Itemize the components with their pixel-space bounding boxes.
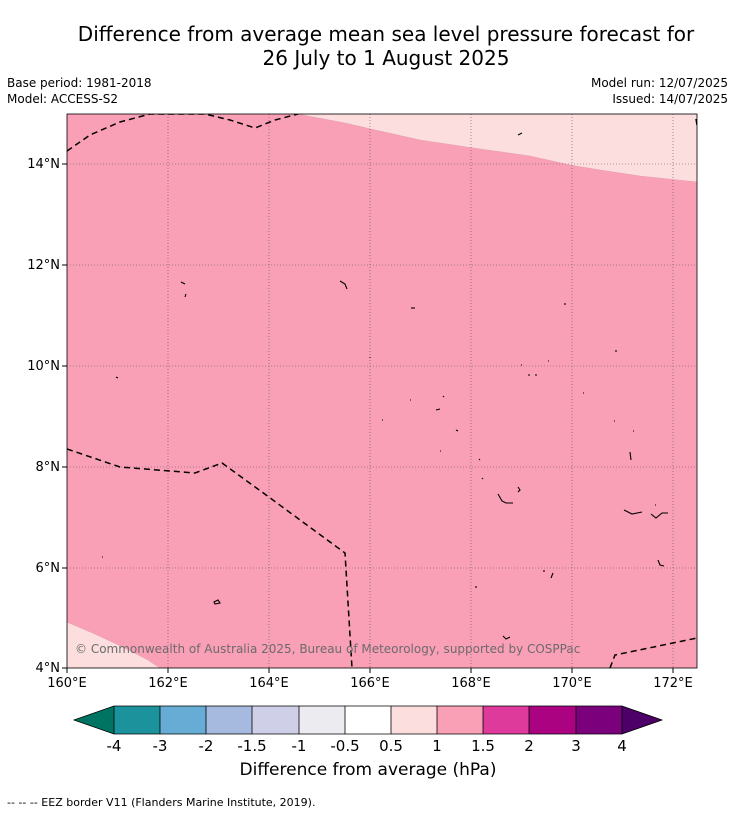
lon-label-168e: 168°E [451, 676, 491, 691]
colorbar-bin-9 [483, 706, 529, 734]
copyright-text: © Commonwealth of Australia 2025, Bureau… [75, 642, 580, 656]
colorbar-extend-low [74, 706, 114, 734]
colorbar-title: Difference from average (hPa) [239, 760, 497, 780]
lon-label-162e: 162°E [148, 676, 188, 691]
colorbar: -4 -3 -2 -1.5 -1 -0.5 0.5 1 1.5 2 3 4 [72, 705, 664, 755]
eez-border-west [67, 448, 353, 668]
lat-label-12n: 12°N [27, 258, 60, 273]
colorbar-bin-10 [529, 706, 576, 734]
cb-tick-minus3: -3 [153, 737, 168, 755]
anomaly-fill-light-north [296, 114, 697, 183]
cb-tick-1: 1 [432, 737, 442, 755]
meta-left: Base period: 1981-2018 Model: ACCESS-S2 [7, 75, 152, 107]
cb-tick-minus2: -2 [199, 737, 214, 755]
cb-tick-2: 2 [524, 737, 534, 755]
cb-tick-1-5: 1.5 [471, 737, 495, 755]
lon-label-164e: 164°E [249, 676, 289, 691]
colorbar-tick-labels: -4 -3 -2 -1.5 -1 -0.5 0.5 1 1.5 2 3 4 [107, 737, 627, 755]
lat-label-14n: 14°N [27, 157, 60, 172]
latitude-labels: 14°N 12°N 10°N 8°N 6°N 4°N [27, 157, 60, 676]
cb-tick-minus1: -1 [292, 737, 307, 755]
anomaly-fill-medium [67, 114, 697, 668]
colorbar-bin-7 [391, 706, 437, 734]
colorbar-bin-3 [206, 706, 252, 734]
lat-label-4n: 4°N [36, 661, 61, 676]
anomaly-fill-light-southwest [67, 621, 161, 668]
title-line-2: 26 July to 1 August 2025 [262, 46, 510, 70]
title-line-1: Difference from average mean sea level p… [77, 22, 695, 46]
colorbar-extend-high [622, 706, 662, 734]
cb-tick-4: 4 [617, 737, 627, 755]
map-area: © Commonwealth of Australia 2025, Bureau… [67, 114, 697, 668]
colorbar-bin-4 [252, 706, 299, 734]
lon-label-172e: 172°E [653, 676, 693, 691]
colorbar-bin-1 [114, 706, 160, 734]
islands [102, 132, 668, 640]
model-run: Model run: 12/07/2025 [590, 76, 728, 90]
cb-tick-0-5: 0.5 [379, 737, 403, 755]
lon-label-170e: 170°E [552, 676, 592, 691]
colorbar-bin-5 [299, 706, 345, 734]
eez-border-southeast [609, 637, 697, 668]
issued-date: Issued: 14/07/2025 [612, 92, 728, 106]
lat-label-8n: 8°N [36, 460, 61, 475]
base-period: Base period: 1981-2018 [7, 76, 152, 90]
cb-tick-minus1-5: -1.5 [237, 737, 266, 755]
colorbar-bin-2 [160, 706, 206, 734]
lon-label-166e: 166°E [350, 676, 390, 691]
colorbar-bin-8 [437, 706, 483, 734]
model-name: Model: ACCESS-S2 [7, 92, 119, 106]
meta-right: Model run: 12/07/2025 Issued: 14/07/2025 [591, 75, 728, 107]
colorbar-bin-6 [345, 706, 391, 734]
map-frame [66, 113, 698, 669]
map-title: Difference from average mean sea level p… [0, 22, 736, 70]
lat-label-6n: 6°N [36, 561, 61, 576]
lat-label-10n: 10°N [27, 359, 60, 374]
cb-tick-minus4: -4 [107, 737, 122, 755]
gridlines [67, 114, 697, 668]
map-ticks [62, 163, 674, 673]
lon-label-160e: 160°E [47, 676, 87, 691]
eez-border-north [67, 114, 299, 152]
eez-legend-footer: -- -- -- EEZ border V11 (Flanders Marine… [7, 796, 316, 809]
longitude-labels: 160°E 162°E 164°E 166°E 168°E 170°E 172°… [47, 676, 693, 691]
cb-tick-minus0-5: -0.5 [330, 737, 359, 755]
cb-tick-3: 3 [571, 737, 581, 755]
colorbar-bin-11 [576, 706, 622, 734]
